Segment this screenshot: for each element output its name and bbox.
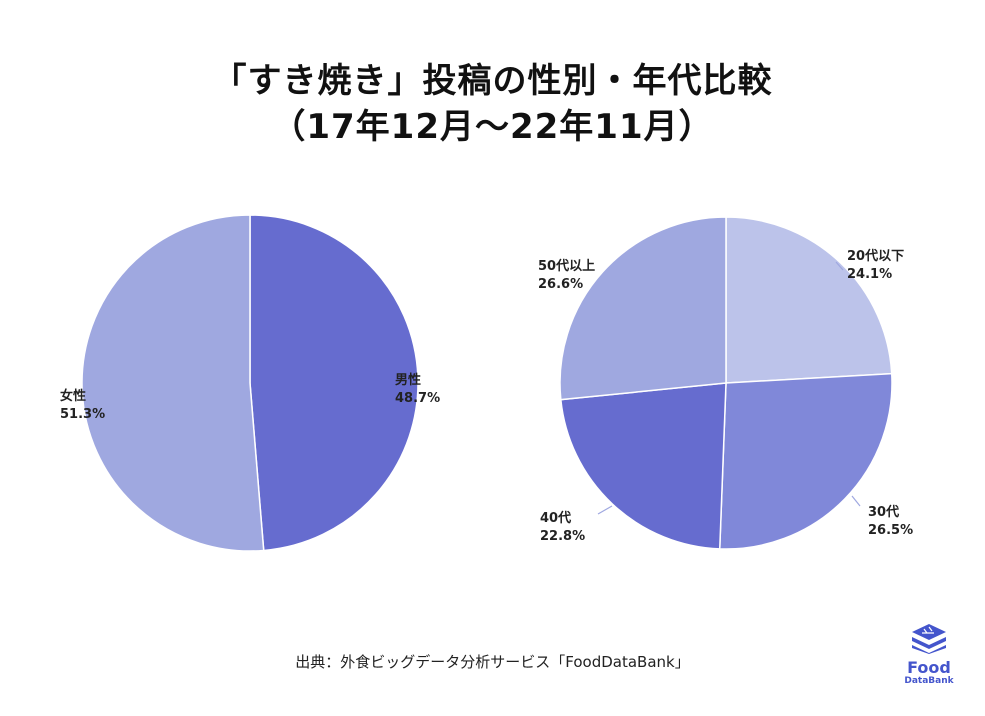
label-20s-value: 24.1%	[847, 267, 892, 282]
label-30s-name: 30代	[868, 504, 899, 520]
chart-title: 「すき焼き」投稿の性別・年代比較 （17年12月〜22年11月）	[0, 58, 985, 150]
label-40s-value: 22.8%	[540, 529, 585, 544]
label-male-value: 48.7%	[395, 391, 440, 406]
slice-30s	[718, 372, 893, 550]
label-50s-name: 50代以上	[538, 258, 595, 274]
label-female-value: 51.3%	[60, 407, 105, 422]
slice-50s-and-over	[559, 216, 727, 401]
slice-40s	[560, 382, 727, 550]
logo-databank-text: DataBank	[904, 676, 954, 686]
leader-line-40s	[597, 505, 613, 515]
label-female-name: 女性	[60, 388, 86, 404]
leader-line-30s	[851, 495, 861, 507]
age-pie-chart: 20代以下 24.1% 30代 26.5% 40代 22.8% 50代以上 26…	[538, 216, 913, 550]
label-male-name: 男性	[395, 372, 421, 388]
label-50s-value: 26.6%	[538, 277, 583, 292]
fooddatabank-logo: Food DataBank	[896, 624, 962, 687]
label-20s-name: 20代以下	[847, 248, 904, 264]
chart-title-line-1: 「すき焼き」投稿の性別・年代比較	[212, 61, 773, 101]
stacked-layers-icon	[912, 624, 946, 654]
label-40s-name: 40代	[540, 510, 571, 526]
chart-title-line-2: （17年12月〜22年11月）	[271, 107, 714, 147]
slice-male	[249, 214, 419, 552]
leader-line-20s	[835, 261, 844, 271]
slice-20s-and-under	[725, 216, 893, 384]
label-30s-value: 26.5%	[868, 523, 913, 538]
slice-female	[81, 214, 265, 552]
logo-food-text: Food	[907, 658, 951, 677]
source-caption: 出典：外食ビッグデータ分析サービス「FoodDataBank」	[295, 653, 690, 671]
gender-pie-chart: 男性 48.7% 女性 51.3%	[60, 214, 440, 552]
